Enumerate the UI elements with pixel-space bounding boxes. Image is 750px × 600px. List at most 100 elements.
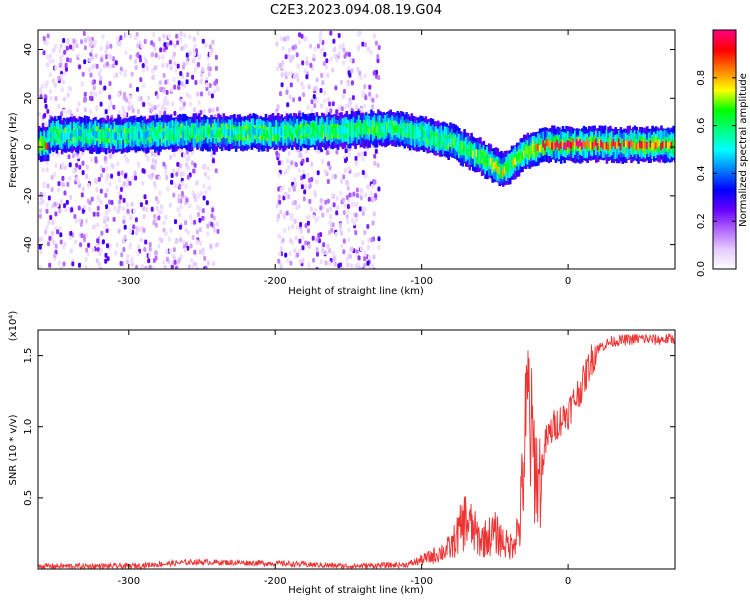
noise-speckle bbox=[332, 261, 336, 267]
noise-speckle bbox=[294, 235, 298, 241]
colorbar-cell bbox=[713, 224, 736, 226]
ridge-cell bbox=[356, 128, 359, 136]
ridge-cell bbox=[559, 141, 563, 149]
ridge-cell bbox=[250, 128, 254, 136]
noise-speckle bbox=[289, 260, 293, 266]
colorbar-cell bbox=[713, 67, 736, 69]
ridge-cell bbox=[266, 130, 269, 138]
colorbar-cell bbox=[713, 87, 736, 89]
colorbar-cell bbox=[713, 105, 736, 107]
noise-speckle bbox=[343, 202, 347, 208]
noise-speckle bbox=[116, 161, 120, 167]
noise-speckle bbox=[346, 262, 350, 268]
noise-speckle bbox=[277, 172, 281, 178]
ridge-cell bbox=[421, 130, 424, 139]
ridge-cell bbox=[92, 128, 96, 137]
ridge-cell bbox=[106, 130, 110, 139]
noise-speckle bbox=[163, 106, 167, 112]
noise-speckle bbox=[61, 175, 65, 181]
noise-speckle bbox=[83, 91, 87, 97]
noise-speckle bbox=[193, 162, 197, 168]
noise-speckle bbox=[119, 194, 123, 200]
noise-speckle bbox=[347, 52, 351, 57]
noise-speckle bbox=[182, 239, 186, 245]
noise-speckle bbox=[106, 243, 109, 249]
noise-speckle bbox=[206, 260, 210, 266]
noise-speckle bbox=[328, 165, 332, 171]
noise-speckle bbox=[210, 213, 214, 219]
noise-speckle bbox=[136, 251, 140, 257]
noise-speckle bbox=[350, 201, 354, 207]
noise-speckle bbox=[323, 52, 327, 57]
noise-speckle bbox=[41, 122, 45, 128]
colorbar-cell bbox=[713, 264, 736, 266]
ridge-cell bbox=[171, 127, 175, 136]
noise-speckle bbox=[117, 92, 121, 98]
noise-speckle bbox=[374, 40, 378, 46]
ridge-cell bbox=[596, 143, 600, 151]
noise-speckle bbox=[93, 39, 97, 45]
colorbar-cell bbox=[713, 65, 736, 67]
y-tick-label: 1.0 bbox=[23, 419, 34, 435]
noise-speckle bbox=[340, 178, 343, 184]
noise-speckle bbox=[280, 159, 284, 165]
noise-speckle bbox=[89, 95, 92, 101]
colorbar-cell bbox=[713, 32, 736, 34]
ridge-cell bbox=[505, 163, 508, 171]
colorbar: 0.00.20.40.60.8 Normalized spectral ampl… bbox=[696, 29, 749, 277]
noise-speckle bbox=[358, 70, 362, 76]
noise-speckle bbox=[47, 241, 50, 247]
noise-speckle bbox=[70, 207, 74, 213]
ridge-cell bbox=[556, 139, 559, 148]
ridge-cell bbox=[134, 125, 138, 140]
noise-speckle bbox=[85, 174, 89, 180]
noise-speckle bbox=[360, 189, 364, 195]
noise-speckle bbox=[198, 217, 202, 223]
ridge-cell bbox=[38, 141, 41, 149]
noise-speckle bbox=[339, 190, 343, 196]
noise-speckle bbox=[363, 73, 367, 79]
ridge-cell bbox=[565, 142, 568, 150]
colorbar-cell bbox=[713, 165, 736, 167]
noise-speckle bbox=[129, 83, 133, 89]
noise-speckle bbox=[54, 65, 58, 71]
noise-speckle bbox=[156, 94, 160, 100]
colorbar-cell bbox=[713, 153, 736, 155]
ridge-cell bbox=[426, 130, 429, 138]
colorbar-cell bbox=[713, 254, 736, 256]
colorbar-cell bbox=[713, 230, 736, 232]
noise-speckle bbox=[279, 264, 283, 269]
noise-speckle bbox=[354, 104, 358, 110]
colorbar-cell bbox=[713, 245, 736, 247]
noise-speckle bbox=[139, 202, 143, 208]
noise-speckle bbox=[180, 46, 184, 51]
noise-speckle bbox=[110, 173, 114, 179]
ridge-cell bbox=[331, 126, 335, 134]
noise-speckle bbox=[179, 253, 183, 259]
ridge-cell bbox=[345, 127, 349, 135]
noise-speckle bbox=[377, 186, 381, 192]
noise-speckle bbox=[338, 44, 342, 50]
noise-speckle bbox=[188, 50, 192, 56]
colorbar-cell bbox=[713, 78, 736, 80]
noise-speckle bbox=[201, 67, 205, 72]
colorbar-cell bbox=[713, 225, 736, 227]
colorbar-cell bbox=[713, 208, 736, 210]
colorbar-cell bbox=[713, 267, 736, 269]
noise-speckle bbox=[102, 167, 105, 173]
ridge-cell bbox=[222, 126, 226, 134]
noise-speckle bbox=[58, 208, 62, 214]
noise-speckle bbox=[94, 53, 98, 59]
noise-speckle bbox=[287, 225, 291, 231]
noise-speckle bbox=[99, 200, 103, 206]
noise-speckle bbox=[165, 256, 169, 262]
ridge-cell bbox=[224, 128, 227, 136]
noise-speckle bbox=[91, 91, 95, 97]
figure-title: C2E3.2023.094.08.19.G04 bbox=[270, 3, 442, 18]
noise-speckle bbox=[45, 208, 49, 214]
ridge-cell bbox=[45, 142, 48, 150]
colorbar-cell bbox=[713, 152, 736, 154]
ridge-cell bbox=[301, 128, 305, 136]
y-tick-label: -20 bbox=[23, 188, 34, 204]
noise-speckle bbox=[172, 152, 176, 158]
